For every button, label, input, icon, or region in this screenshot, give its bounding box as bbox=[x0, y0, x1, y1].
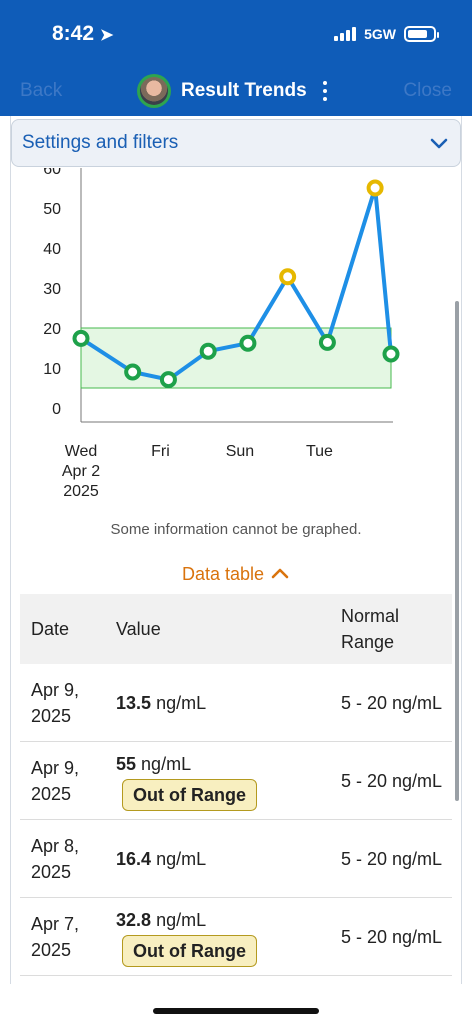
value-number: 13.5 bbox=[116, 692, 152, 713]
status-time: 8:42 ➤ bbox=[52, 22, 113, 46]
data-point bbox=[199, 342, 217, 360]
value-number: 55 bbox=[116, 753, 137, 774]
data-table-toggle-label: Data table bbox=[181, 564, 265, 584]
value-unit: ng/mL bbox=[156, 692, 207, 713]
x-tick-label: Sun bbox=[226, 443, 254, 460]
header-range: Normal Range bbox=[341, 606, 400, 652]
row-date: Apr 7, 2025 bbox=[31, 913, 80, 960]
chevron-up-icon bbox=[271, 568, 289, 579]
clock-text: 8:42 bbox=[52, 22, 95, 45]
value-unit: ng/mL bbox=[156, 909, 207, 930]
network-label: 5GW bbox=[364, 26, 396, 42]
battery-icon bbox=[404, 26, 439, 42]
app-header: 8:42 ➤ 5GW Back Result Trends Close bbox=[0, 0, 472, 116]
data-point bbox=[318, 333, 336, 351]
data-table-toggle[interactable]: Data table bbox=[11, 564, 461, 585]
graph-note: Some information cannot be graphed. bbox=[110, 521, 362, 538]
row-range: 5 - 20 ng/mL bbox=[341, 848, 443, 869]
data-point bbox=[382, 345, 400, 363]
status-icons: 5GW bbox=[334, 26, 439, 42]
avatar[interactable] bbox=[137, 74, 171, 108]
row-range: 5 - 20 ng/mL bbox=[341, 926, 443, 947]
row-value: 32.8 ng/mL Out of Range bbox=[116, 907, 341, 967]
scrollbar[interactable] bbox=[455, 301, 459, 801]
y-tick-label: 10 bbox=[43, 361, 61, 378]
x-tick-label: Tue bbox=[306, 443, 333, 460]
x-tick-year: 2025 bbox=[63, 483, 99, 500]
x-tick-label: Wed bbox=[65, 443, 98, 460]
y-tick-label: 50 bbox=[43, 201, 61, 218]
header-value: Value bbox=[116, 619, 161, 639]
row-value: 55 ng/mL Out of Range bbox=[116, 751, 341, 811]
row-date: Apr 8, 2025 bbox=[31, 835, 80, 882]
table-row: Apr 9, 2025 13.5 ng/mL 5 - 20 ng/mL bbox=[20, 664, 452, 742]
table-row: Apr 9, 2025 55 ng/mL Out of Range 5 - 20 ng… bbox=[20, 742, 452, 820]
signal-icon bbox=[334, 27, 357, 41]
y-tick-label: 30 bbox=[43, 281, 61, 298]
data-point-out-of-range bbox=[366, 179, 384, 197]
value-number: 16.4 bbox=[116, 848, 152, 869]
settings-filters-bar[interactable]: Settings and filters bbox=[11, 119, 461, 167]
data-point bbox=[159, 371, 177, 389]
y-tick-label: 0 bbox=[52, 401, 61, 418]
value-number: 32.8 bbox=[116, 909, 152, 930]
table-header: Date Value Normal Range bbox=[20, 594, 452, 664]
row-value: 13.5 ng/mL bbox=[116, 690, 341, 716]
normal-range-band bbox=[80, 327, 392, 389]
data-point bbox=[124, 363, 142, 381]
data-point bbox=[72, 329, 90, 347]
row-date: Apr 9, 2025 bbox=[31, 679, 80, 726]
value-unit: ng/mL bbox=[141, 753, 192, 774]
trend-chart: 0 10 20 30 40 50 60 Wed Apr 2 2025 Fri Sun Tue bbox=[43, 168, 400, 500]
row-date: Apr 9, 2025 bbox=[31, 757, 80, 804]
value-unit: ng/mL bbox=[156, 848, 207, 869]
location-arrow-icon: ➤ bbox=[100, 27, 114, 44]
nav-title-group[interactable]: Result Trends bbox=[137, 74, 327, 108]
page-title: Result Trends bbox=[181, 80, 307, 101]
settings-filters-label: Settings and filters bbox=[22, 132, 179, 153]
table-row: Apr 7, 2025 32.8 ng/mL Out of Range 5 - 20 … bbox=[20, 898, 452, 976]
row-value: 16.4 ng/mL bbox=[116, 846, 341, 872]
data-table: Date Value Normal Range Apr 9, 2025 13.5 … bbox=[20, 594, 452, 976]
x-tick-sublabel: Apr 2 bbox=[62, 463, 100, 480]
y-tick-label: 60 bbox=[43, 168, 61, 178]
row-range: 5 - 20 ng/mL bbox=[341, 692, 443, 713]
out-of-range-badge: Out of Range bbox=[122, 934, 257, 967]
x-tick-label: Fri bbox=[151, 443, 170, 460]
out-of-range-badge: Out of Range bbox=[122, 778, 257, 811]
more-options-icon[interactable] bbox=[322, 81, 327, 101]
y-tick-label: 20 bbox=[43, 321, 61, 338]
main-content: Settings and filters 0 10 20 30 40 50 60 Wed Apr… bbox=[10, 116, 462, 984]
y-tick-label: 40 bbox=[43, 241, 61, 258]
back-button[interactable]: Back bbox=[20, 80, 63, 101]
data-point bbox=[239, 334, 257, 352]
table-row: Apr 8, 2025 16.4 ng/mL 5 - 20 ng/mL bbox=[20, 820, 452, 898]
header-date: Date bbox=[31, 619, 70, 639]
home-indicator[interactable] bbox=[153, 1008, 319, 1014]
data-point-out-of-range bbox=[279, 268, 297, 286]
chevron-down-icon bbox=[430, 138, 448, 149]
close-button[interactable]: Close bbox=[403, 80, 452, 101]
row-range: 5 - 20 ng/mL bbox=[341, 770, 443, 791]
